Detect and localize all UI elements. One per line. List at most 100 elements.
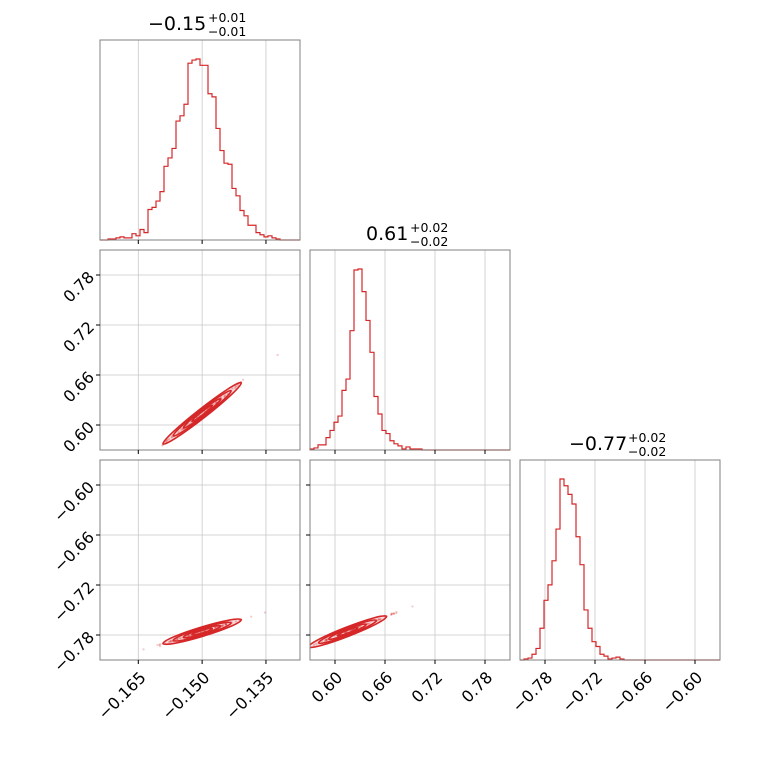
scatter-point (395, 610, 398, 614)
scatter-point (392, 612, 395, 615)
scatter-point (188, 634, 191, 637)
scatter-point (159, 643, 162, 646)
scatter-point (325, 638, 329, 642)
title-param-2: −0.77 +0.02 −0.02 (569, 430, 666, 459)
title-2-minus: −0.02 (628, 444, 666, 459)
scatter-point (142, 648, 145, 651)
contour-level-3 (191, 404, 214, 423)
histogram-line-1 (309, 268, 510, 451)
panel-frame (519, 459, 721, 661)
scatter-point (170, 435, 173, 438)
x-tick-label: 0.66 (358, 668, 397, 707)
x-tick-label: −0.66 (608, 668, 656, 716)
scatter-point (178, 637, 181, 640)
scatter-point (166, 438, 169, 441)
scatter-point (219, 396, 223, 399)
scatter-point (234, 387, 237, 390)
scatter-point (276, 353, 279, 357)
panel-frame (99, 249, 301, 451)
scatter-point (390, 613, 393, 616)
scatter-point (279, 656, 281, 658)
scatter-point (222, 623, 225, 627)
scatter-point (158, 643, 161, 646)
x-tick-label: −0.150 (158, 668, 213, 723)
scatter-point (168, 437, 171, 441)
scatter-point (224, 622, 227, 626)
scatter-point (224, 623, 227, 626)
x-tick-label: −0.60 (658, 668, 706, 716)
scatter-point (304, 648, 306, 650)
panel-frame (309, 249, 511, 451)
title-2-plus: +0.02 (628, 430, 666, 445)
scatter-point (325, 638, 328, 642)
histogram-panel-1 (309, 249, 511, 454)
scatter-point (151, 451, 153, 453)
scatter-point (326, 638, 329, 641)
x-tick-label: 0.72 (408, 668, 447, 707)
scatter-point (149, 453, 151, 455)
scatter-point (312, 643, 316, 646)
contour-level-0 (310, 615, 387, 648)
contour-outer (162, 618, 243, 646)
scatter-point (166, 439, 169, 442)
scatter-point (235, 384, 238, 388)
scatter-point (169, 639, 172, 643)
scatter-point (324, 638, 327, 641)
scatter-point (151, 452, 153, 454)
title-2-median: −0.77 (569, 433, 627, 455)
scatter-point (231, 387, 234, 390)
scatter-point (234, 620, 238, 623)
pair-panel-1-2 (279, 459, 511, 664)
contour-outer (310, 615, 388, 649)
scatter-point (158, 645, 162, 648)
contour-level-2 (327, 623, 368, 641)
scatter-point (213, 626, 216, 629)
y-tick-label: 0.60 (59, 418, 98, 457)
scatter-point (305, 647, 307, 649)
scatter-point (250, 615, 253, 618)
y-tick-label: 0.72 (59, 318, 98, 357)
scatter-point (161, 444, 164, 447)
y-tick-label: 0.66 (59, 368, 98, 407)
scatter-point (176, 637, 179, 641)
scatter-point (395, 612, 398, 615)
scatter-point (179, 637, 182, 640)
x-tick-label: 0.60 (308, 668, 347, 707)
y-tick-label: −0.78 (50, 628, 98, 676)
scatter-point (242, 378, 245, 381)
y-tick-label: 0.78 (59, 268, 98, 307)
scatter-point (174, 638, 178, 641)
title-0-minus: −0.01 (208, 24, 246, 39)
scatter-point (377, 618, 380, 621)
scatter-point (91, 664, 93, 666)
scatter-point (305, 647, 307, 649)
scatter-point (234, 385, 237, 388)
pair-panel-0-1 (96, 249, 301, 468)
scatter-point (221, 624, 224, 627)
title-1-median: 0.61 (366, 223, 408, 245)
scatter-point (177, 430, 180, 433)
x-tick-label: −0.135 (222, 668, 277, 723)
title-1-minus: −0.02 (410, 234, 448, 249)
scatter-point (156, 643, 159, 647)
scatter-point (326, 637, 329, 640)
scatter-point (131, 466, 133, 468)
contour-level-2 (182, 397, 222, 429)
title-0-plus: +0.01 (208, 10, 246, 25)
scatter-point (378, 618, 381, 621)
scatter-point (376, 618, 380, 621)
scatter-point (306, 646, 308, 648)
pair-panel-0-2 (91, 459, 301, 666)
contour-level-2 (182, 624, 222, 639)
contour-level-0 (163, 619, 242, 645)
scatter-point (359, 625, 362, 628)
scatter-point (392, 612, 395, 615)
x-tick-label: −0.72 (558, 668, 606, 716)
scatter-point (176, 638, 179, 641)
contour-level-0 (162, 382, 242, 445)
scatter-point (390, 612, 393, 615)
title-param-0: −0.15 +0.01 −0.01 (148, 10, 246, 39)
scatter-point (176, 637, 179, 641)
scatter-point (170, 640, 173, 643)
x-tick-label: −0.78 (508, 668, 556, 716)
